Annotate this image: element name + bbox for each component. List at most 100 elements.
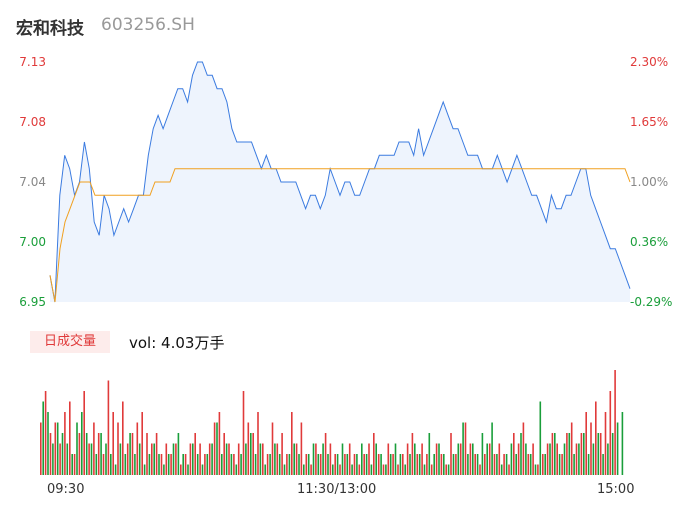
volume-bar-down	[621, 412, 624, 475]
volume-bar-down	[414, 443, 416, 475]
volume-bar-down	[423, 464, 426, 475]
volume-bar-down	[365, 454, 368, 475]
percent-tick-label: 1.65%	[630, 115, 669, 129]
volume-bar-up	[527, 454, 530, 475]
volume-bar-down	[370, 464, 373, 475]
volume-bar-down	[467, 454, 469, 475]
percent-tick-label: 2.30%	[630, 55, 669, 69]
volume-bar-down	[534, 464, 537, 475]
percent-tick-label: 0.36%	[630, 235, 669, 249]
volume-bar-up	[339, 464, 341, 475]
volume-bar-down	[554, 433, 556, 475]
volume-bar-down	[472, 443, 474, 475]
volume-bar-down	[153, 443, 155, 475]
volume-bar-down	[428, 433, 431, 475]
volume-bar-down	[500, 464, 503, 475]
volume-bar-down	[505, 454, 508, 475]
volume-bar-down	[206, 454, 209, 475]
volume-bar-up	[517, 443, 520, 475]
volume-bar-down	[264, 464, 266, 475]
volume-bar-up	[532, 443, 534, 475]
volume-bar-up	[204, 454, 206, 475]
volume-bar-down	[452, 454, 455, 475]
volume-bar-up	[49, 433, 52, 475]
volume-bar-down	[558, 454, 561, 475]
price-tick-label: 7.08	[19, 115, 46, 129]
volume-bar-up	[537, 464, 539, 475]
time-label: 11:30/13:00	[297, 482, 377, 497]
volume-bar-up	[373, 433, 375, 475]
volume-bar-up	[160, 454, 163, 475]
volume-bar-up	[561, 454, 563, 475]
volume-bar-down	[443, 454, 445, 475]
volume-bar-down	[322, 443, 324, 475]
volume-bar-up	[469, 443, 472, 475]
volume-bar-down	[303, 464, 305, 475]
volume-bar-down	[520, 433, 522, 475]
stock-name: 宏和科技	[16, 19, 84, 39]
volume-bar-down	[298, 454, 300, 475]
volume-bar-down	[602, 454, 604, 475]
volume-bar-down	[85, 433, 88, 475]
volume-bar-up	[136, 422, 139, 475]
volume-bar-down	[216, 422, 218, 475]
volume-bar-up	[208, 443, 211, 475]
volume-bar-up	[319, 454, 322, 475]
volume-bar-down	[356, 454, 358, 475]
volume-bar-up	[88, 443, 90, 475]
volume-bar-down	[56, 422, 59, 475]
volume-bar-down	[332, 464, 334, 475]
volume-bar-up	[218, 412, 221, 475]
volume-bar-down	[71, 454, 73, 475]
volume-bar-down	[447, 464, 450, 475]
volume-bar-down	[375, 443, 377, 475]
volume-bar-up	[131, 433, 134, 475]
volume-bar-up	[141, 412, 143, 475]
volume-bar-up	[344, 454, 346, 475]
volume-bar-up	[570, 422, 573, 475]
volume-bar-up	[97, 433, 100, 475]
volume-bar-down	[42, 401, 44, 475]
price-tick-label: 7.13	[19, 55, 46, 69]
volume-bar-down	[81, 412, 83, 475]
volume-bar-down	[105, 443, 107, 475]
volume-bar-down	[361, 443, 363, 475]
price-area-fill	[50, 62, 630, 302]
volume-bar-up	[445, 464, 447, 475]
price-line	[49, 61, 631, 303]
volume-bar-up	[585, 412, 587, 475]
volume-bar-down	[61, 433, 64, 475]
stock-code: 603256.SH	[101, 15, 195, 35]
volume-bar-down	[100, 433, 102, 475]
volume-bar-up	[455, 454, 457, 475]
volume-bar-up	[257, 412, 259, 475]
volume-bar-down	[351, 464, 353, 475]
volume-bar-up	[421, 443, 423, 475]
volume-bar-up	[411, 433, 414, 475]
volume-bar-up	[305, 454, 308, 475]
volume-bar-up	[233, 454, 235, 475]
volume-bar-down	[129, 433, 131, 475]
volume-bar-up	[83, 391, 85, 475]
time-label: 15:00	[597, 482, 635, 497]
time-label: 09:30	[47, 482, 85, 497]
volume-bar-up	[503, 454, 505, 475]
volume-bar-down	[404, 464, 406, 475]
volume-bar-down	[573, 454, 575, 475]
volume-bar-up	[315, 443, 317, 475]
volume-label: vol: 4.03万手	[129, 334, 225, 352]
volume-bar-down	[167, 454, 170, 475]
volume-bar-down	[177, 433, 180, 475]
volume-bar-up	[180, 464, 182, 475]
volume-bar-up	[117, 422, 119, 475]
volume-bar-down	[510, 443, 513, 475]
volume-bar-down	[95, 454, 98, 475]
volume-bar-down	[90, 443, 93, 475]
volume-bar-up	[377, 454, 380, 475]
volume-bar-down	[192, 443, 194, 475]
volume-badge[interactable]: 日成交量	[30, 331, 110, 353]
volume-bar-up	[266, 454, 269, 475]
volume-bar-up	[276, 443, 279, 475]
volume-bar-down	[418, 454, 421, 475]
